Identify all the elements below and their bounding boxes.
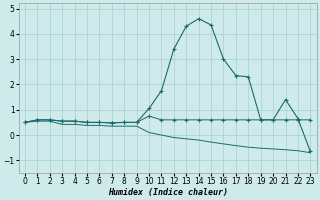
X-axis label: Humidex (Indice chaleur): Humidex (Indice chaleur): [108, 188, 228, 197]
